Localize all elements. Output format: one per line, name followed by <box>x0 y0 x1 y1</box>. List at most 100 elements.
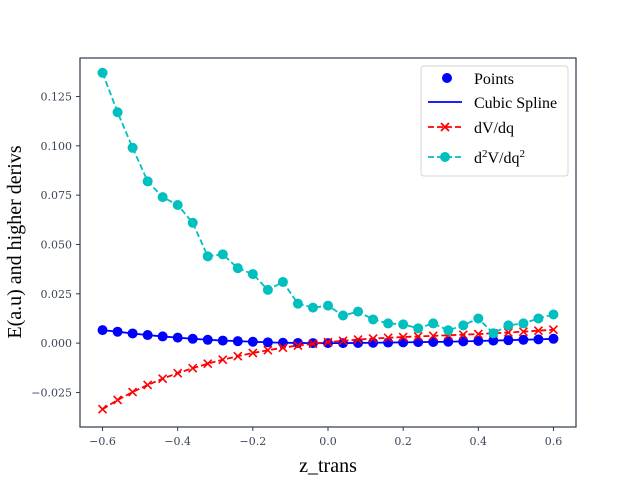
data-point-d2v-dq2 <box>292 298 303 309</box>
x-tick-label: 0.4 <box>470 435 488 448</box>
legend-d2vdq2-marker <box>440 152 450 162</box>
data-point-d2v-dq2 <box>262 284 273 295</box>
data-point-dv-dq <box>248 348 258 358</box>
data-point-dv-dq <box>233 351 243 361</box>
data-point-d2v-dq2 <box>172 200 183 211</box>
data-point-dv-dq <box>278 343 288 353</box>
plot-area <box>97 67 559 414</box>
data-point-points <box>473 335 484 346</box>
y-tick-label: −0.025 <box>31 386 72 399</box>
legend-dvdq-label: dV/dq <box>474 120 514 137</box>
data-point-d2v-dq2 <box>488 328 499 339</box>
legend-box <box>420 65 569 177</box>
data-point-points <box>127 328 138 339</box>
legend-points-label: Points <box>474 71 514 88</box>
data-point-points <box>533 334 544 345</box>
data-point-points <box>172 332 183 343</box>
data-point-dv-dq <box>473 329 483 339</box>
data-point-dv-dq <box>143 380 153 390</box>
data-point-d2v-dq2 <box>187 217 198 228</box>
data-point-dv-dq <box>173 368 183 378</box>
data-point-dv-dq <box>428 331 438 341</box>
data-point-dv-dq <box>413 331 423 341</box>
legend-points-marker <box>442 73 452 83</box>
x-tick-label: 0.2 <box>394 435 412 448</box>
data-point-dv-dq <box>263 345 273 355</box>
data-point-d2v-dq2 <box>533 313 544 324</box>
data-point-d2v-dq2 <box>413 323 424 334</box>
data-point-points <box>262 337 273 348</box>
y-tick-label: 0.075 <box>41 189 73 202</box>
y-tick-label: 0.025 <box>41 288 73 301</box>
data-point-dv-dq <box>548 325 559 335</box>
data-point-points <box>97 325 108 336</box>
data-point-d2v-dq2 <box>277 276 288 287</box>
data-point-dv-dq <box>158 374 168 384</box>
data-point-d2v-dq2 <box>383 318 394 329</box>
data-point-dv-dq <box>308 339 318 349</box>
legend-dvdq-marker <box>440 122 450 132</box>
x-tick-label: −0.2 <box>239 435 266 448</box>
data-point-points <box>202 334 213 345</box>
data-point-d2v-dq2 <box>97 67 108 78</box>
data-point-points <box>548 333 559 344</box>
data-point-dv-dq <box>113 395 123 405</box>
x-tick-label: 0.0 <box>319 435 337 448</box>
data-point-dv-dq <box>128 387 138 397</box>
data-point-d2v-dq2 <box>398 319 409 330</box>
data-point-d2v-dq2 <box>112 107 123 118</box>
legend-spline-label: Cubic Spline <box>474 95 557 112</box>
data-point-d2v-dq2 <box>443 325 454 336</box>
data-point-dv-dq <box>293 340 303 351</box>
data-point-points <box>458 336 469 347</box>
data-point-d2v-dq2 <box>232 263 243 274</box>
data-point-dv-dq <box>203 359 213 369</box>
data-point-d2v-dq2 <box>202 251 213 262</box>
legend: Points Cubic Spline dV/dq d2V/dq2 <box>420 65 569 177</box>
data-point-points <box>112 326 123 337</box>
data-point-d2v-dq2 <box>353 306 364 317</box>
data-point-dv-dq <box>383 333 393 343</box>
x-axis-label: z_trans <box>299 455 357 477</box>
data-point-dv-dq <box>338 336 348 346</box>
data-point-d2v-dq2 <box>142 176 153 187</box>
y-tick-label: 0.000 <box>41 337 73 350</box>
data-point-d2v-dq2 <box>247 269 258 280</box>
data-point-d2v-dq2 <box>473 313 484 324</box>
data-point-dv-dq <box>518 327 528 337</box>
data-point-dv-dq <box>97 404 108 414</box>
data-point-points <box>518 334 529 345</box>
data-point-points <box>398 337 409 348</box>
legend-d2vdq2-label: d2V/dq2 <box>474 148 525 167</box>
data-point-d2v-dq2 <box>368 314 379 325</box>
data-point-dv-dq <box>533 326 543 336</box>
x-tick-label: −0.6 <box>89 435 116 448</box>
data-point-d2v-dq2 <box>518 318 529 329</box>
series-group <box>97 67 559 414</box>
data-point-dv-dq <box>188 363 198 373</box>
x-tick-label: −0.4 <box>164 435 191 448</box>
data-point-d2v-dq2 <box>548 309 559 320</box>
data-point-d2v-dq2 <box>127 142 138 153</box>
data-point-points <box>142 330 153 341</box>
axis-ticks: −0.6 −0.4 −0.2 0.0 0.2 0.4 0.6 −0.025 0.000 0.025… <box>31 90 562 448</box>
y-tick-label: 0.125 <box>41 90 73 103</box>
data-point-d2v-dq2 <box>338 310 349 321</box>
data-point-points <box>443 336 454 347</box>
x-tick-label: 0.6 <box>545 435 563 448</box>
data-point-dv-dq <box>398 332 408 342</box>
data-point-d2v-dq2 <box>307 302 318 313</box>
data-point-d2v-dq2 <box>458 320 469 331</box>
data-point-points <box>383 337 394 348</box>
data-point-points <box>157 331 168 342</box>
data-point-points <box>277 337 288 348</box>
data-point-dv-dq <box>323 337 333 347</box>
data-point-points <box>503 335 514 346</box>
data-point-dv-dq <box>503 327 513 338</box>
data-point-d2v-dq2 <box>503 320 514 331</box>
y-axis-label: E(a.u) and higher derivs <box>4 145 26 338</box>
data-point-points <box>247 336 258 347</box>
data-point-dv-dq <box>218 355 228 365</box>
data-point-points <box>413 337 424 348</box>
data-point-points <box>217 335 228 346</box>
